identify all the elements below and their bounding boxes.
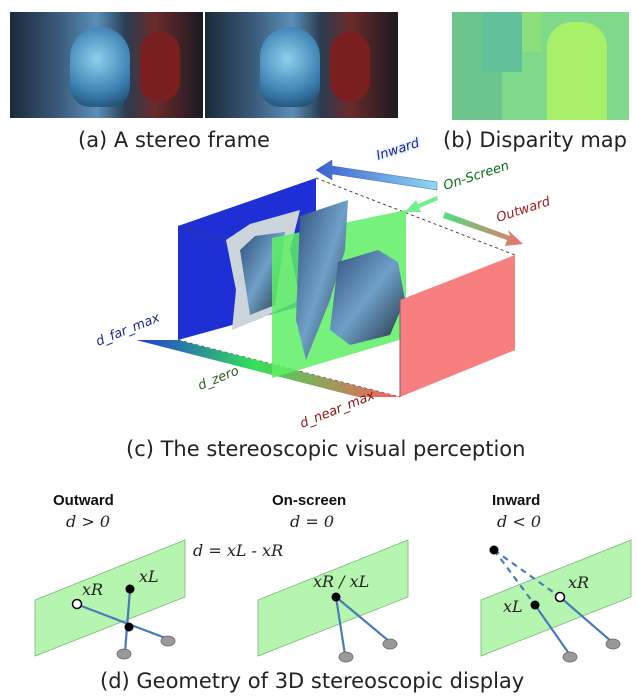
inward-eyes (562, 638, 621, 663)
onscreen-title: On-screen (272, 492, 346, 509)
floor-depth-gradient (136, 340, 400, 397)
inward-title: Inward (492, 492, 540, 509)
mid-figure (296, 200, 348, 360)
inward-xr-label: xR (568, 573, 589, 592)
onscreen-condition: d = 0 (290, 512, 334, 531)
near-figure (330, 250, 405, 345)
inward-dashed-rays (493, 549, 561, 606)
disparity-map (452, 12, 629, 120)
onscreen-rays (334, 596, 391, 656)
inward-points (489, 545, 566, 610)
screen-plane-outward (34, 539, 186, 657)
outward-arrow (443, 212, 523, 246)
outward-xl-label: xL (139, 567, 159, 586)
outward-condition: d > 0 (66, 512, 110, 531)
caption-d: (d) Geometry of 3D stereoscopic display (100, 669, 525, 693)
inward-arrow (315, 159, 438, 191)
onscreen-eyes (338, 638, 398, 663)
outward-eyes (116, 635, 176, 660)
inward-rays (534, 596, 613, 656)
on-screen-arrow (405, 196, 438, 212)
stereo-frame-right (205, 12, 398, 118)
near-plane (400, 255, 515, 397)
outward-title: Outward (53, 492, 114, 509)
onscreen-xr-xl-label: xR / xL (313, 572, 369, 591)
disparity-formula: d = xL - xR (193, 541, 283, 560)
onscreen-point (331, 592, 341, 602)
outward-points (71, 584, 135, 632)
caption-c: (c) The stereoscopic visual perception (126, 437, 526, 461)
caption-b: (b) Disparity map (443, 128, 627, 152)
outward-rays (75, 589, 169, 653)
outward-xr-label: xR (82, 580, 103, 599)
caption-a: (a) A stereo frame (78, 128, 270, 152)
inward-condition: d < 0 (497, 512, 541, 531)
stereo-frame-left (10, 12, 203, 118)
inward-xl-label: xL (503, 597, 523, 616)
